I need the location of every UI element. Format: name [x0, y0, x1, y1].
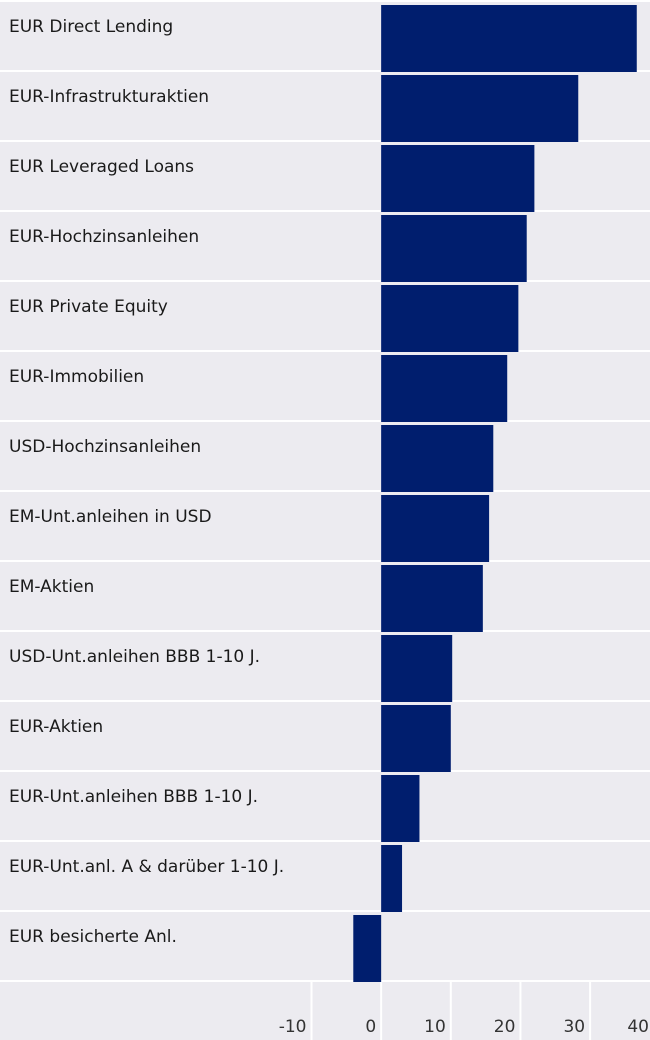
row-background	[0, 352, 650, 420]
bar	[381, 635, 453, 702]
bar	[381, 775, 420, 842]
category-label: USD-Hochzinsanleihen	[9, 437, 201, 457]
row-background	[0, 702, 650, 770]
row-background	[0, 422, 650, 490]
category-label: EM-Unt.anleihen in USD	[9, 507, 212, 527]
x-tick-label: 40	[627, 1017, 649, 1037]
bar	[353, 915, 382, 982]
row-background	[0, 562, 650, 630]
x-tick-label: -10	[279, 1017, 307, 1037]
row-background	[0, 142, 650, 210]
category-label: EUR Private Equity	[9, 297, 168, 317]
x-tick-label: 30	[563, 1017, 585, 1037]
category-label: EUR-Hochzinsanleihen	[9, 227, 199, 247]
bar	[381, 215, 527, 282]
bar	[381, 145, 535, 212]
x-tick-label: 20	[494, 1017, 516, 1037]
category-label: EM-Aktien	[9, 577, 94, 597]
category-label: EUR-Infrastrukturaktien	[9, 87, 209, 107]
category-label: EUR besicherte Anl.	[9, 927, 177, 947]
row-background	[0, 632, 650, 700]
x-tick-label: 0	[365, 1017, 376, 1037]
bar	[381, 5, 637, 72]
category-label: USD-Unt.anleihen BBB 1-10 J.	[9, 647, 260, 667]
bar	[381, 285, 519, 352]
bar	[381, 845, 403, 912]
bar	[381, 75, 579, 142]
bar	[381, 425, 494, 492]
row-background	[0, 282, 650, 350]
row-background	[0, 842, 650, 910]
bar	[381, 495, 490, 562]
bar	[381, 355, 508, 422]
row-background	[0, 772, 650, 840]
category-label: EUR-Unt.anleihen BBB 1-10 J.	[9, 787, 258, 807]
bar	[381, 565, 483, 632]
axis-background	[0, 982, 650, 1040]
category-label: EUR-Immobilien	[9, 367, 144, 387]
category-label: EUR-Aktien	[9, 717, 103, 737]
row-background	[0, 212, 650, 280]
x-tick-label: 10	[424, 1017, 446, 1037]
category-label: EUR Leveraged Loans	[9, 157, 194, 177]
category-label: EUR Direct Lending	[9, 17, 173, 37]
row-background	[0, 912, 650, 980]
bar	[381, 705, 451, 772]
row-background	[0, 492, 650, 560]
category-label: EUR-Unt.anl. A & darüber 1-10 J.	[9, 857, 284, 877]
